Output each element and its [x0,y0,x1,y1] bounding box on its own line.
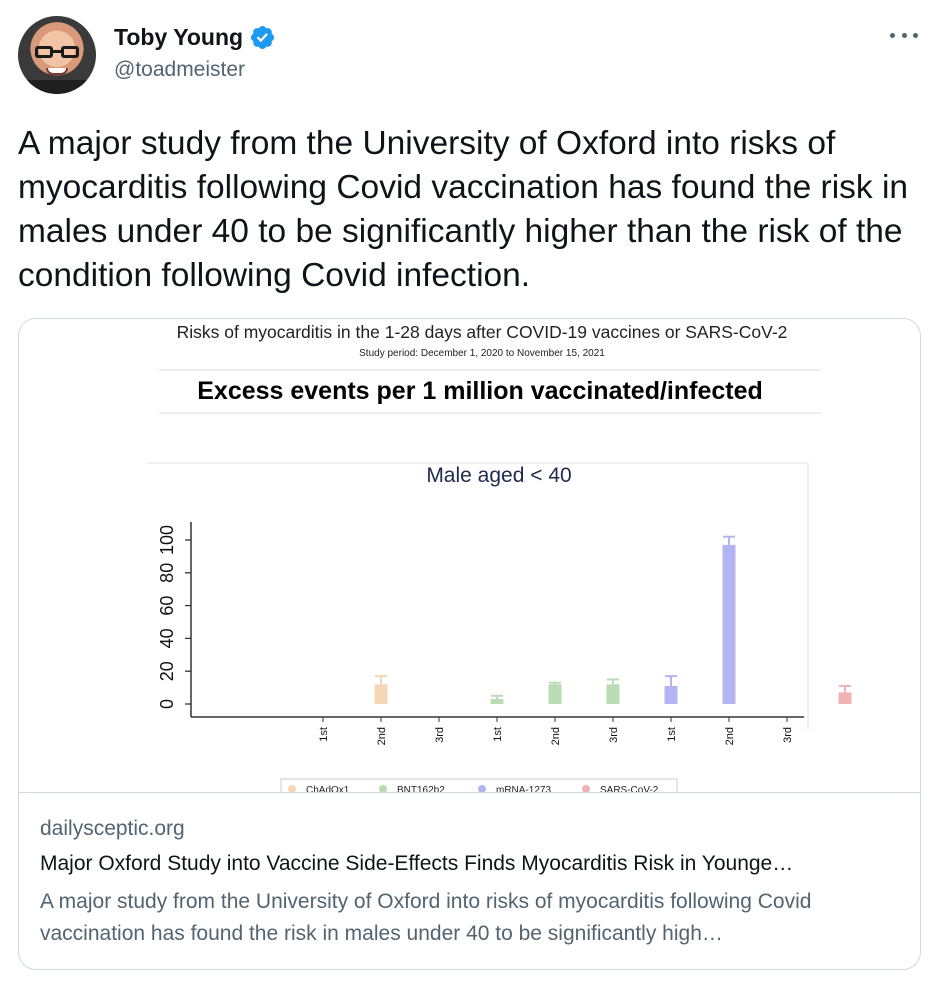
x-tick-label: 2nd [376,727,388,745]
avatar[interactable] [18,16,96,94]
bar [374,684,388,704]
mouth-graphic [46,68,68,75]
legend-label: BNT162b2 [397,785,445,793]
card-chart-image: Risks of myocarditis in the 1-28 days af… [19,319,920,793]
y-tick-label: 0 [157,699,177,709]
glasses-graphic [35,46,79,58]
x-tick-label: 1st [666,727,678,742]
chart-heading: Excess events per 1 million vaccinated/i… [197,377,763,405]
legend-swatch [288,785,296,792]
card-title: Major Oxford Study into Vaccine Side-Eff… [40,852,794,875]
legend-label: ChAdOx1 [306,785,350,793]
author-handle[interactable]: @toadmeister [114,58,246,81]
x-tick-label: 2nd [550,727,562,745]
y-tick-label: 60 [157,596,177,616]
card-domain: dailysceptic.org [40,817,185,840]
chart-bars [374,535,852,704]
x-axis-ticks: 1st 2nd 3rd 1st 2nd 3rd 1st 2nd 3rd [318,717,794,745]
legend-swatch [478,785,486,792]
legend-swatch [379,785,387,792]
link-card[interactable]: Risks of myocarditis in the 1-28 days af… [18,318,921,970]
x-tick-label: 3rd [782,727,794,743]
y-axis-ticks: 0 20 40 60 80 100 [157,525,191,709]
verified-badge-icon [251,25,275,50]
shirt-graphic [18,80,96,94]
bar [548,684,562,704]
more-options-icon[interactable] [890,30,918,40]
x-tick-label: 3rd [608,727,620,743]
name-row: Toby Young [114,24,276,51]
legend-swatch [582,785,590,792]
x-tick-label: 1st [318,727,330,742]
chart-legend: ChAdOx1 BNT162b2 mRNA-1273 SARS-CoV-2 [288,785,659,793]
myocarditis-chart: Risks of myocarditis in the 1-28 days af… [147,322,852,793]
x-tick-label: 2nd [724,727,736,745]
chart-subtitle: Study period: December 1, 2020 to Novemb… [359,348,605,359]
y-tick-label: 80 [157,563,177,583]
x-tick-label: 1st [492,727,504,742]
card-description: A major study from the University of Oxf… [40,890,812,945]
legend-label: mRNA-1273 [496,785,551,793]
y-tick-label: 20 [157,661,177,681]
author-display-name[interactable]: Toby Young [114,24,244,50]
y-tick-label: 40 [157,628,177,648]
tweet-header: Toby Young @toadmeister [18,16,918,96]
bar [722,544,736,704]
chart-title: Risks of myocarditis in the 1-28 days af… [177,322,788,342]
x-tick-label: 3rd [434,727,446,743]
panel-title: Male aged < 40 [426,464,571,487]
y-tick-label: 100 [157,525,177,555]
tweet-text: A major study from the University of Oxf… [18,125,909,294]
legend-label: SARS-CoV-2 [600,785,659,793]
